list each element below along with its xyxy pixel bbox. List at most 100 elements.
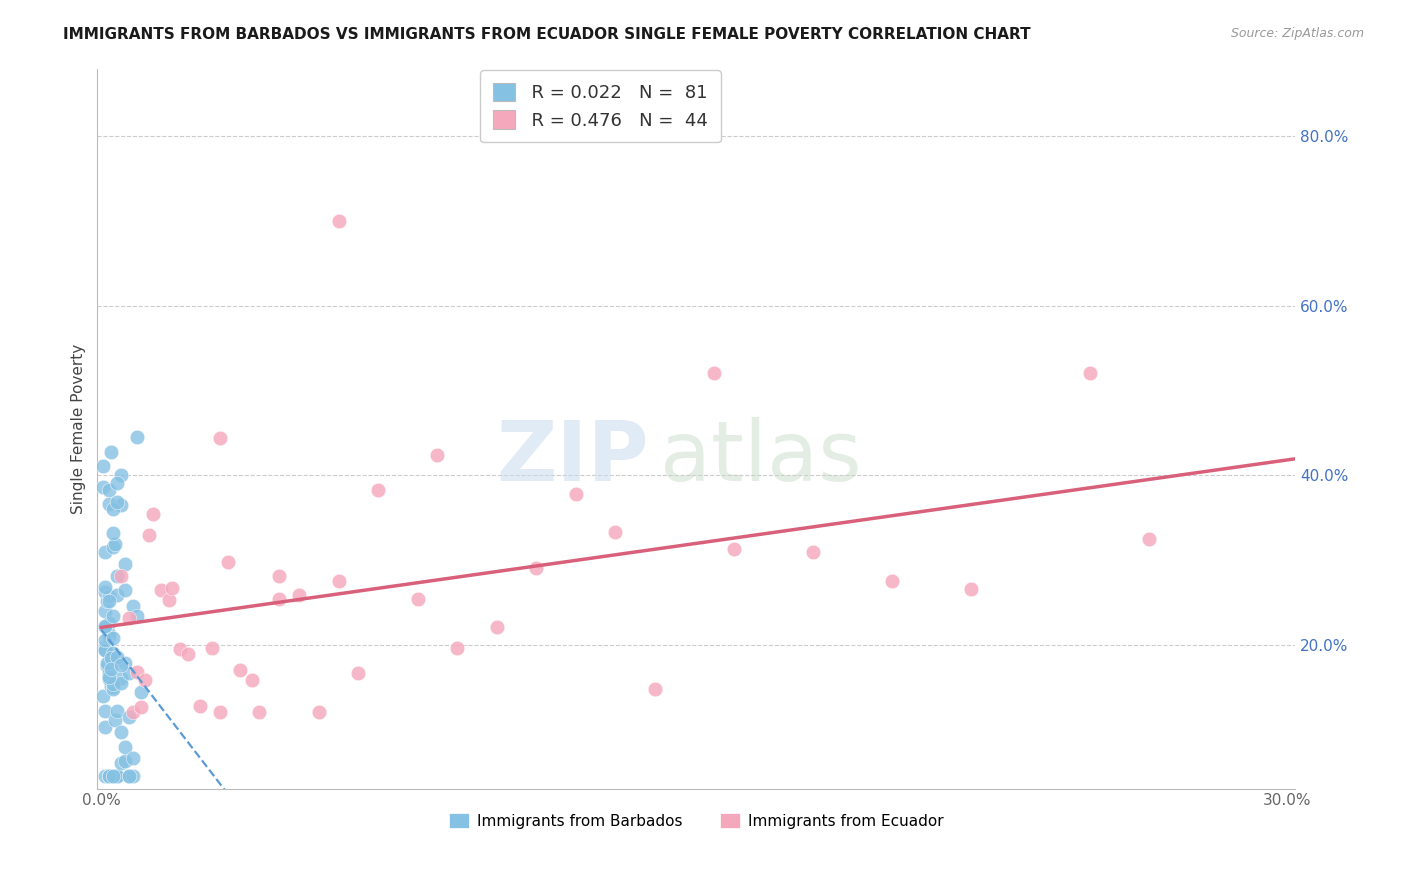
Point	[98, 630, 121, 644]
Point	[114, 656, 136, 670]
Point	[105, 495, 128, 509]
Point	[644, 681, 666, 696]
Point	[149, 583, 172, 598]
Point	[125, 609, 148, 624]
Point	[129, 685, 152, 699]
Point	[110, 569, 132, 583]
Point	[328, 574, 350, 588]
Point	[134, 673, 156, 688]
Legend: Immigrants from Barbados, Immigrants from Ecuador: Immigrants from Barbados, Immigrants fro…	[443, 806, 949, 835]
Point	[217, 555, 239, 569]
Point	[94, 633, 117, 648]
Point	[94, 545, 117, 559]
Point	[110, 671, 132, 685]
Point	[446, 641, 468, 656]
Point	[94, 769, 117, 783]
Point	[96, 656, 118, 670]
Point	[101, 525, 124, 540]
Point	[118, 611, 141, 625]
Point	[723, 542, 745, 557]
Point	[98, 627, 121, 641]
Point	[104, 537, 127, 551]
Point	[169, 642, 191, 657]
Point	[101, 646, 124, 660]
Point	[157, 593, 180, 607]
Point	[269, 592, 291, 607]
Point	[104, 713, 127, 727]
Point	[94, 640, 117, 654]
Point	[118, 666, 141, 681]
Point	[110, 676, 132, 690]
Text: ZIP: ZIP	[496, 417, 648, 498]
Point	[177, 647, 200, 661]
Point	[98, 769, 121, 783]
Point	[110, 498, 132, 512]
Point	[960, 582, 983, 596]
Point	[98, 670, 121, 684]
Point	[105, 589, 128, 603]
Point	[105, 769, 128, 783]
Point	[228, 663, 250, 677]
Point	[122, 769, 145, 783]
Point	[105, 475, 128, 490]
Point	[101, 769, 124, 783]
Point	[801, 545, 824, 559]
Y-axis label: Single Female Poverty: Single Female Poverty	[72, 343, 86, 514]
Point	[101, 540, 124, 554]
Point	[105, 569, 128, 583]
Point	[105, 769, 128, 783]
Point	[110, 657, 132, 672]
Point	[122, 599, 145, 614]
Point	[114, 583, 136, 598]
Point	[118, 769, 141, 783]
Point	[605, 525, 627, 540]
Point	[367, 483, 389, 497]
Point	[142, 507, 165, 521]
Point	[98, 615, 121, 630]
Point	[100, 662, 122, 676]
Point	[138, 528, 160, 542]
Point	[100, 679, 122, 693]
Point	[201, 641, 224, 656]
Point	[98, 769, 121, 783]
Point	[94, 643, 117, 657]
Point	[328, 214, 350, 228]
Point	[101, 769, 124, 783]
Point	[96, 594, 118, 608]
Point	[98, 667, 121, 681]
Point	[125, 665, 148, 679]
Point	[100, 445, 122, 459]
Point	[122, 750, 145, 764]
Point	[208, 431, 231, 445]
Point	[114, 557, 136, 571]
Point	[101, 631, 124, 645]
Point	[98, 769, 121, 783]
Point	[101, 769, 124, 783]
Point	[1137, 533, 1160, 547]
Point	[269, 568, 291, 582]
Point	[524, 561, 547, 575]
Point	[1078, 367, 1101, 381]
Text: Source: ZipAtlas.com: Source: ZipAtlas.com	[1230, 27, 1364, 40]
Point	[91, 480, 114, 494]
Point	[110, 756, 132, 770]
Point	[882, 574, 904, 588]
Point	[565, 487, 588, 501]
Point	[162, 581, 184, 595]
Point	[100, 651, 122, 665]
Point	[347, 665, 370, 680]
Point	[114, 739, 136, 754]
Point	[101, 502, 124, 516]
Text: IMMIGRANTS FROM BARBADOS VS IMMIGRANTS FROM ECUADOR SINGLE FEMALE POVERTY CORREL: IMMIGRANTS FROM BARBADOS VS IMMIGRANTS F…	[63, 27, 1031, 42]
Point	[208, 706, 231, 720]
Point	[101, 677, 124, 691]
Point	[426, 448, 449, 462]
Point	[105, 649, 128, 664]
Point	[703, 367, 725, 381]
Point	[118, 769, 141, 783]
Point	[110, 468, 132, 483]
Point	[188, 698, 211, 713]
Point	[94, 619, 117, 633]
Point	[308, 706, 330, 720]
Point	[406, 591, 429, 606]
